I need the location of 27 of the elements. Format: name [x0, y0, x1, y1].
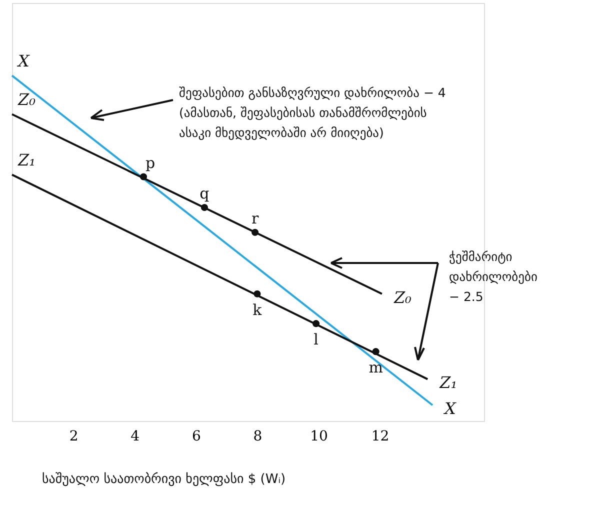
x-tick-label: 12: [371, 428, 390, 444]
annotation: k: [252, 300, 263, 319]
x-tick-label: 4: [130, 428, 140, 444]
annotation: l: [314, 330, 319, 349]
x-tick-label: 10: [310, 428, 328, 444]
text: Z₁: [440, 373, 458, 392]
annotation: r: [251, 209, 260, 228]
text: X: [444, 399, 456, 418]
annotation: ჭეშმარიტი დახრილობები − 2.5: [449, 249, 538, 304]
point: [312, 320, 320, 328]
series-label: Z₁: [17, 150, 36, 170]
x-tick-label: 6: [192, 428, 201, 444]
series-label: Z₀: [17, 90, 36, 110]
point: [140, 173, 148, 180]
point: [200, 204, 208, 212]
x-tick-label: 8: [253, 428, 262, 444]
series-label: X: [16, 52, 30, 71]
annotation: q: [200, 184, 210, 203]
x-tick-label: 2: [69, 428, 78, 444]
point: [372, 348, 380, 356]
point: [254, 290, 261, 298]
x-axis-title: საშუალო საათობრივი ხელფასი $ (Wᵢ): [42, 472, 286, 487]
annotation: p: [145, 154, 156, 172]
annotation: m: [368, 358, 383, 377]
annotation: შეფასებით განსაზღვრული დახრილობა − 4 (ამასთან, შეფასებისას თანამშრომლების ასაკი მხედველობაში არ მიიღება): [179, 85, 446, 140]
point: [252, 228, 259, 236]
text: Z₀: [394, 288, 412, 307]
